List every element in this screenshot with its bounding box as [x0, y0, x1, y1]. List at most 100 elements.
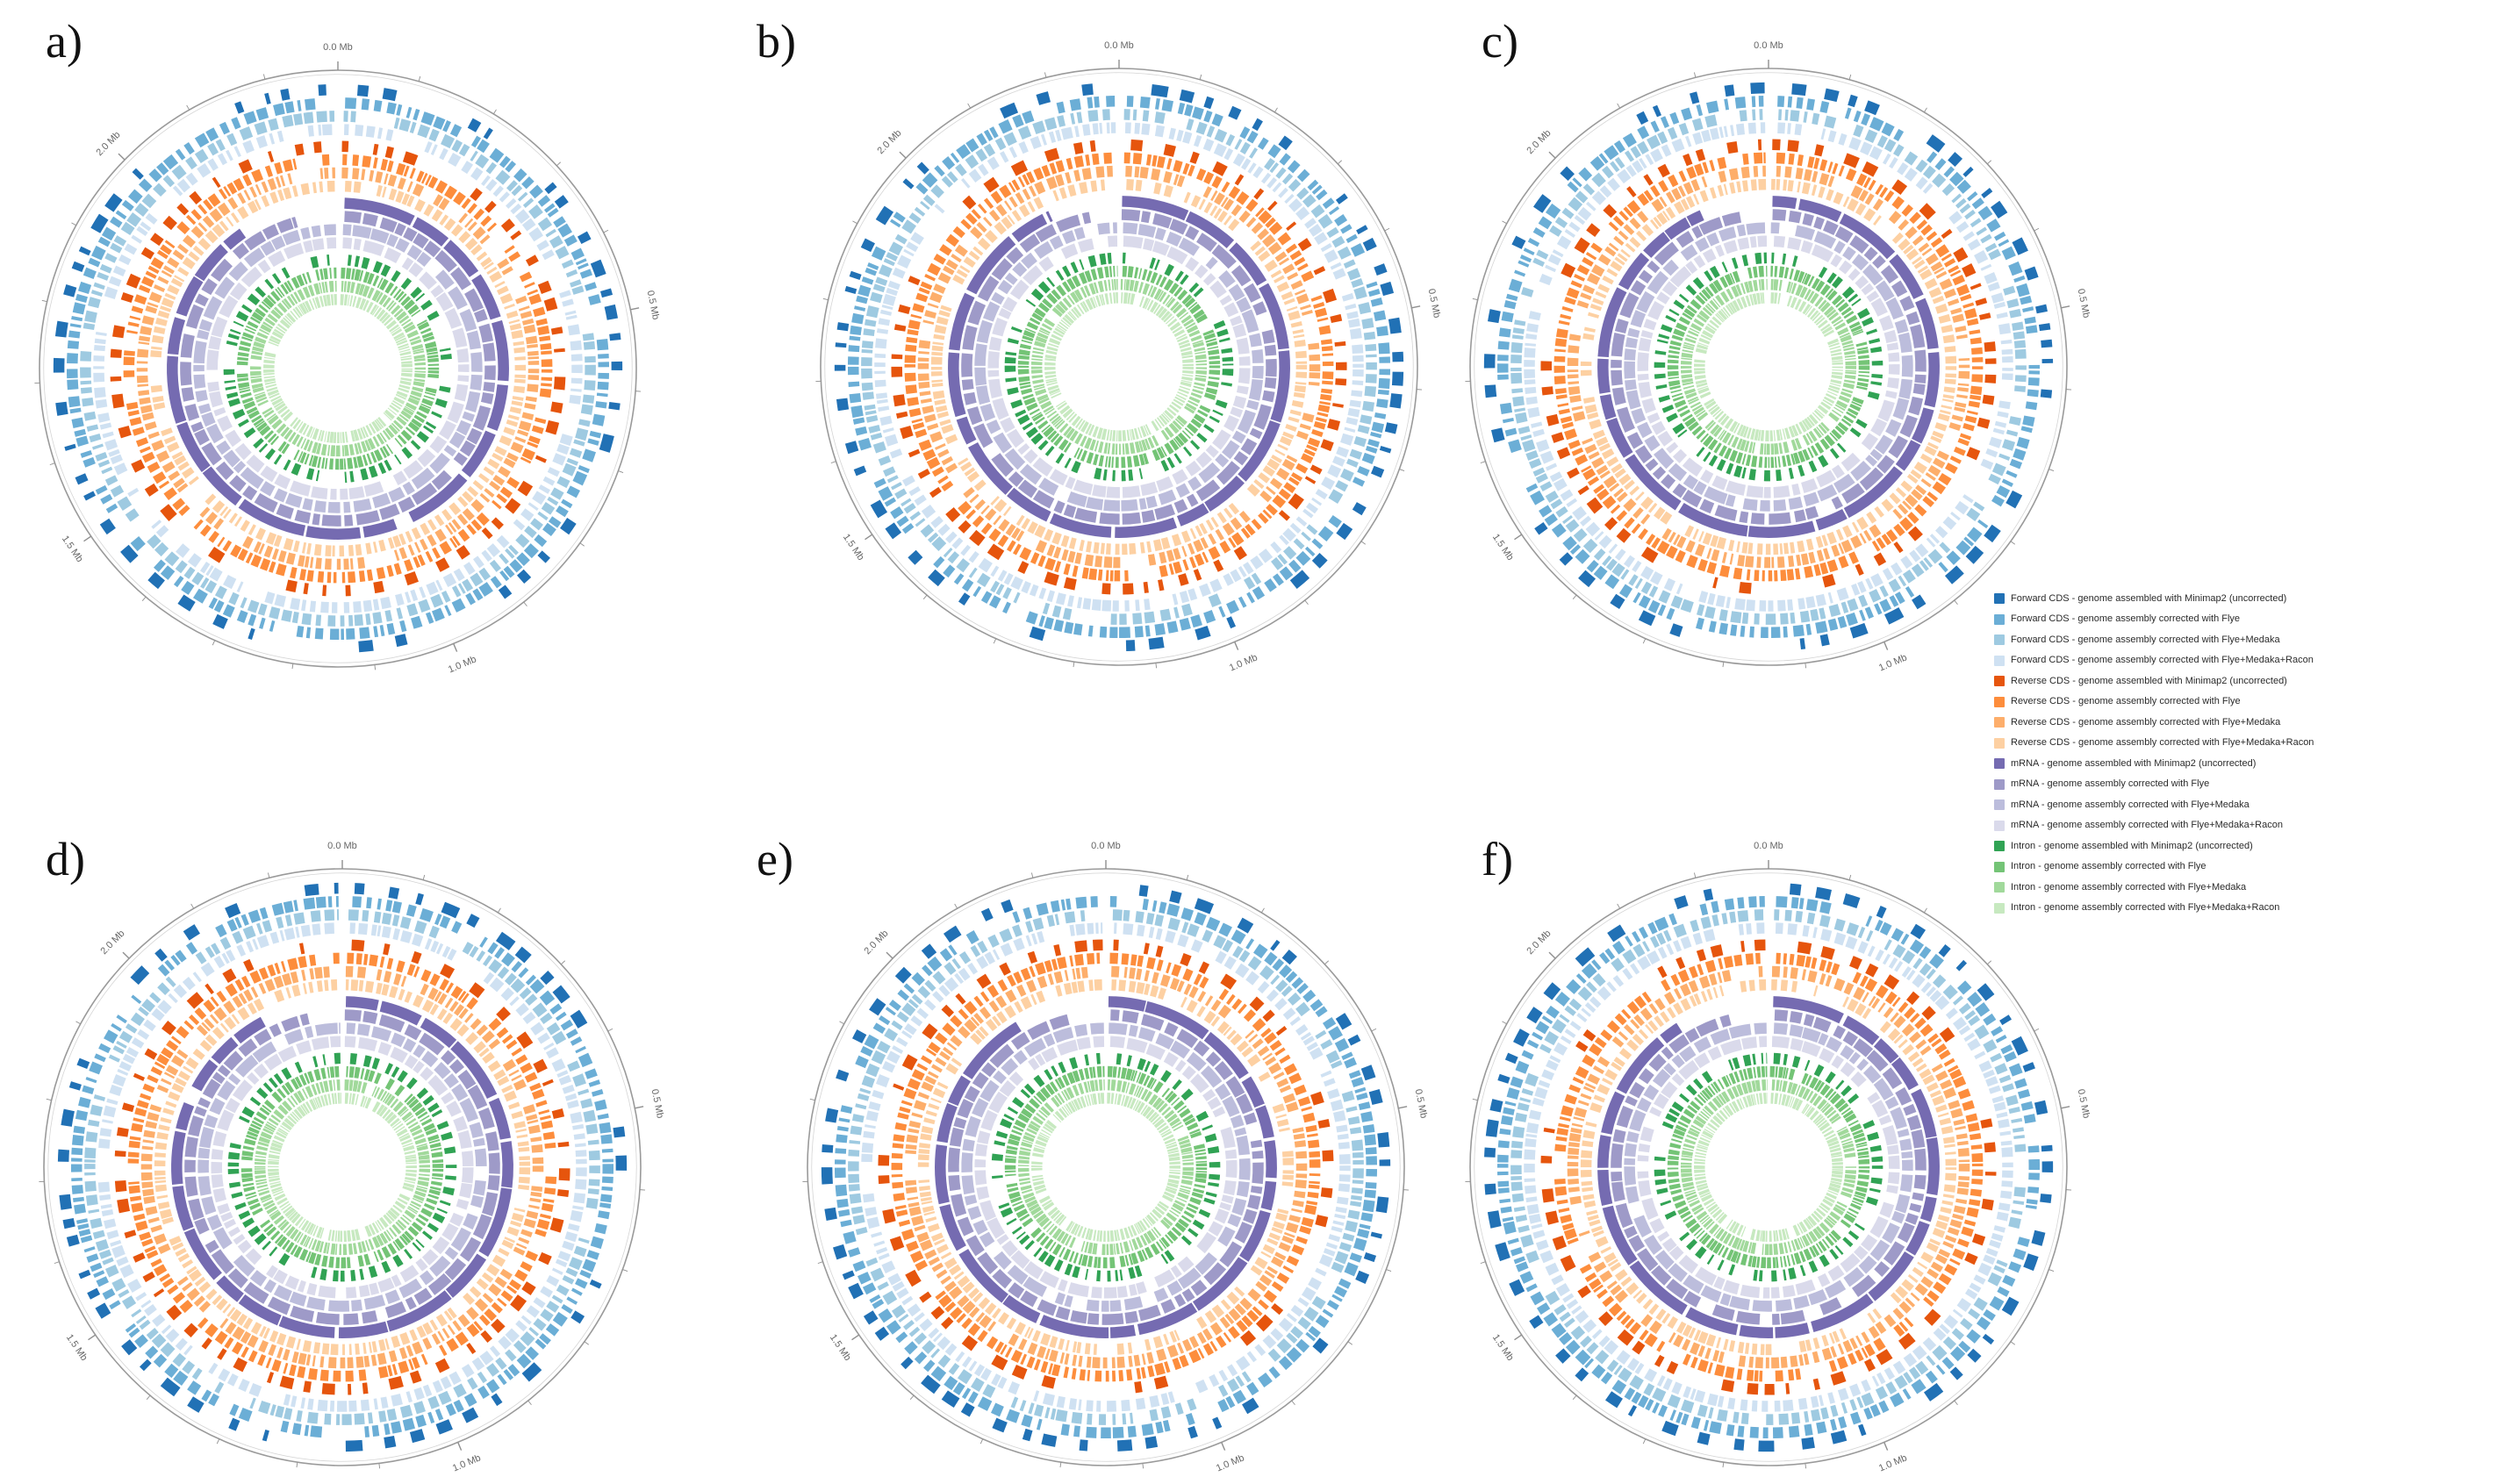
legend-swatch [1994, 655, 2005, 666]
ring-reverse-cds-3 [154, 979, 531, 1356]
legend-item: mRNA - genome assembly corrected with Fl… [1994, 820, 2314, 832]
legend-label: Intron - genome assembly corrected with … [2011, 861, 2206, 872]
tick-label: 1.0 Mb [451, 1452, 483, 1473]
circos-plot-c: 0.0 Mb 0.5 Mb 1.0 Mb 1.5 Mb 2.0 Mb [1465, 40, 2092, 673]
ring-mrna-3 [1637, 235, 1900, 498]
ring-intron-0 [1654, 252, 1884, 482]
legend-item: Intron - genome assembled with Minimap2 … [1994, 841, 2314, 852]
legend-swatch [1994, 696, 2005, 707]
ring-intron-3 [1044, 292, 1194, 441]
legend: Forward CDS - genome assembled with Mini… [1994, 593, 2314, 914]
ring-forward-cds-0 [1484, 883, 2054, 1452]
legend-swatch [1994, 799, 2005, 811]
tick-label: 0.5 Mb [645, 290, 661, 320]
ring-reverse-cds-1 [904, 152, 1334, 582]
ring-intron-2 [1030, 278, 1208, 455]
ring-intron-1 [1017, 265, 1221, 469]
legend-item: Intron - genome assembly corrected with … [1994, 902, 2314, 914]
ring-reverse-cds-3 [150, 180, 527, 557]
ring-intron-1 [236, 267, 440, 470]
ring-forward-cds-3 [1524, 922, 2013, 1412]
ring-mrna-1 [180, 211, 496, 527]
legend-item: mRNA - genome assembled with Minimap2 (u… [1994, 758, 2314, 770]
legend-item: Forward CDS - genome assembly corrected … [1994, 613, 2314, 626]
ring-intron-0 [223, 255, 452, 484]
tick-label: 0.0 Mb [327, 841, 357, 851]
ring-forward-cds-3 [861, 922, 1351, 1412]
ring-reverse-cds-2 [917, 165, 1321, 569]
ring-forward-cds-1 [1496, 96, 2041, 639]
ring-mrna-2 [193, 224, 483, 513]
ring-mrna-3 [1637, 1036, 1900, 1299]
legend-item: mRNA - genome assembly corrected with Fl… [1994, 799, 2314, 811]
ring-forward-cds-2 [848, 909, 1364, 1425]
legend-label: Reverse CDS - genome assembly corrected … [2011, 696, 2241, 707]
tick-label: 0.0 Mb [1091, 841, 1121, 851]
legend-swatch [1994, 758, 2005, 770]
panel-label-a: a) [46, 15, 83, 68]
ring-mrna-1 [184, 1009, 500, 1325]
circos-plot-d: 0.0 Mb 0.5 Mb 1.0 Mb 1.5 Mb 2.0 Mb [39, 841, 665, 1473]
legend-item: Reverse CDS - genome assembly corrected … [1994, 717, 2314, 728]
tick-label: 1.5 Mb [828, 1332, 853, 1363]
ring-reverse-cds-2 [1567, 965, 1970, 1369]
legend-label: Forward CDS - genome assembly corrected … [2011, 613, 2241, 625]
tick-label: 1.5 Mb [841, 532, 866, 563]
ring-reverse-cds-0 [110, 140, 566, 597]
panel-label-e: e) [757, 833, 793, 885]
legend-item: Forward CDS - genome assembly corrected … [1994, 655, 2314, 667]
ring-forward-cds-2 [84, 909, 600, 1425]
legend-item: Forward CDS - genome assembly corrected … [1994, 634, 2314, 646]
ring-reverse-cds-2 [136, 167, 540, 570]
legend-swatch [1994, 820, 2005, 831]
ring-forward-cds-0 [57, 882, 628, 1452]
ring-intron-0 [1654, 1052, 1884, 1282]
panel-label-f: f) [1482, 833, 1513, 885]
ring-forward-cds-3 [874, 122, 1364, 612]
legend-item: Forward CDS - genome assembled with Mini… [1994, 593, 2314, 605]
ring-intron-3 [1694, 292, 1843, 441]
ring-intron-0 [1004, 252, 1234, 482]
tick-label: 2.0 Mb [1525, 928, 1553, 957]
legend-swatch [1994, 778, 2005, 790]
legend-item: Reverse CDS - genome assembled with Mini… [1994, 676, 2314, 687]
tick-label: 0.5 Mb [2076, 288, 2092, 319]
legend-swatch [1994, 676, 2005, 687]
legend-item: Reverse CDS - genome assembly corrected … [1994, 696, 2314, 708]
panel-label-c: c) [1482, 15, 1518, 68]
ring-mrna-1 [1611, 209, 1927, 525]
ring-reverse-cds-0 [891, 139, 1347, 595]
ring-intron-3 [263, 294, 413, 443]
legend-item: Intron - genome assembly corrected with … [1994, 882, 2314, 893]
ring-intron-1 [240, 1065, 444, 1269]
circos-plot-b: 0.0 Mb0.5 Mb1.0 Mb1.5 Mb2.0 Mb [815, 40, 1442, 673]
ring-reverse-cds-0 [114, 939, 570, 1395]
legend-item: Intron - genome assembly corrected with … [1994, 861, 2314, 873]
ring-mrna-3 [974, 1036, 1238, 1299]
tick-label: 2.0 Mb [875, 128, 903, 156]
ring-mrna-2 [197, 1022, 487, 1312]
legend-label: mRNA - genome assembly corrected with Fl… [2011, 799, 2249, 810]
legend-label: Intron - genome assembly corrected with … [2011, 902, 2280, 914]
legend-label: Forward CDS - genome assembled with Mini… [2011, 592, 2287, 604]
ring-intron-2 [1017, 1079, 1195, 1256]
legend-item: mRNA - genome assembly corrected with Fl… [1994, 778, 2314, 791]
tick-label: 0.5 Mb [649, 1088, 665, 1119]
legend-swatch [1994, 613, 2005, 625]
legend-swatch [1994, 737, 2005, 749]
ring-intron-0 [991, 1052, 1221, 1282]
legend-item: Reverse CDS - genome assembly corrected … [1994, 737, 2314, 749]
ring-reverse-cds-2 [140, 965, 544, 1369]
tick-label: 1.5 Mb [1490, 1332, 1516, 1363]
ring-reverse-cds-1 [123, 154, 553, 584]
legend-label: mRNA - genome assembly corrected with Fl… [2011, 820, 2283, 831]
tick-label: 1.0 Mb [1215, 1452, 1246, 1473]
tick-label: 1.5 Mb [64, 1332, 90, 1363]
ring-reverse-cds-0 [1540, 939, 1997, 1395]
ring-forward-cds-3 [93, 124, 583, 613]
ring-intron-3 [268, 1093, 417, 1242]
circos-plot-f: 0.0 Mb 0.5 Mb 1.0 Mb 1.5 Mb 2.0 Mb [1465, 841, 2092, 1473]
ring-reverse-cds-1 [127, 952, 557, 1382]
ring-mrna-0 [167, 197, 509, 540]
ring-forward-cds-3 [97, 922, 587, 1412]
